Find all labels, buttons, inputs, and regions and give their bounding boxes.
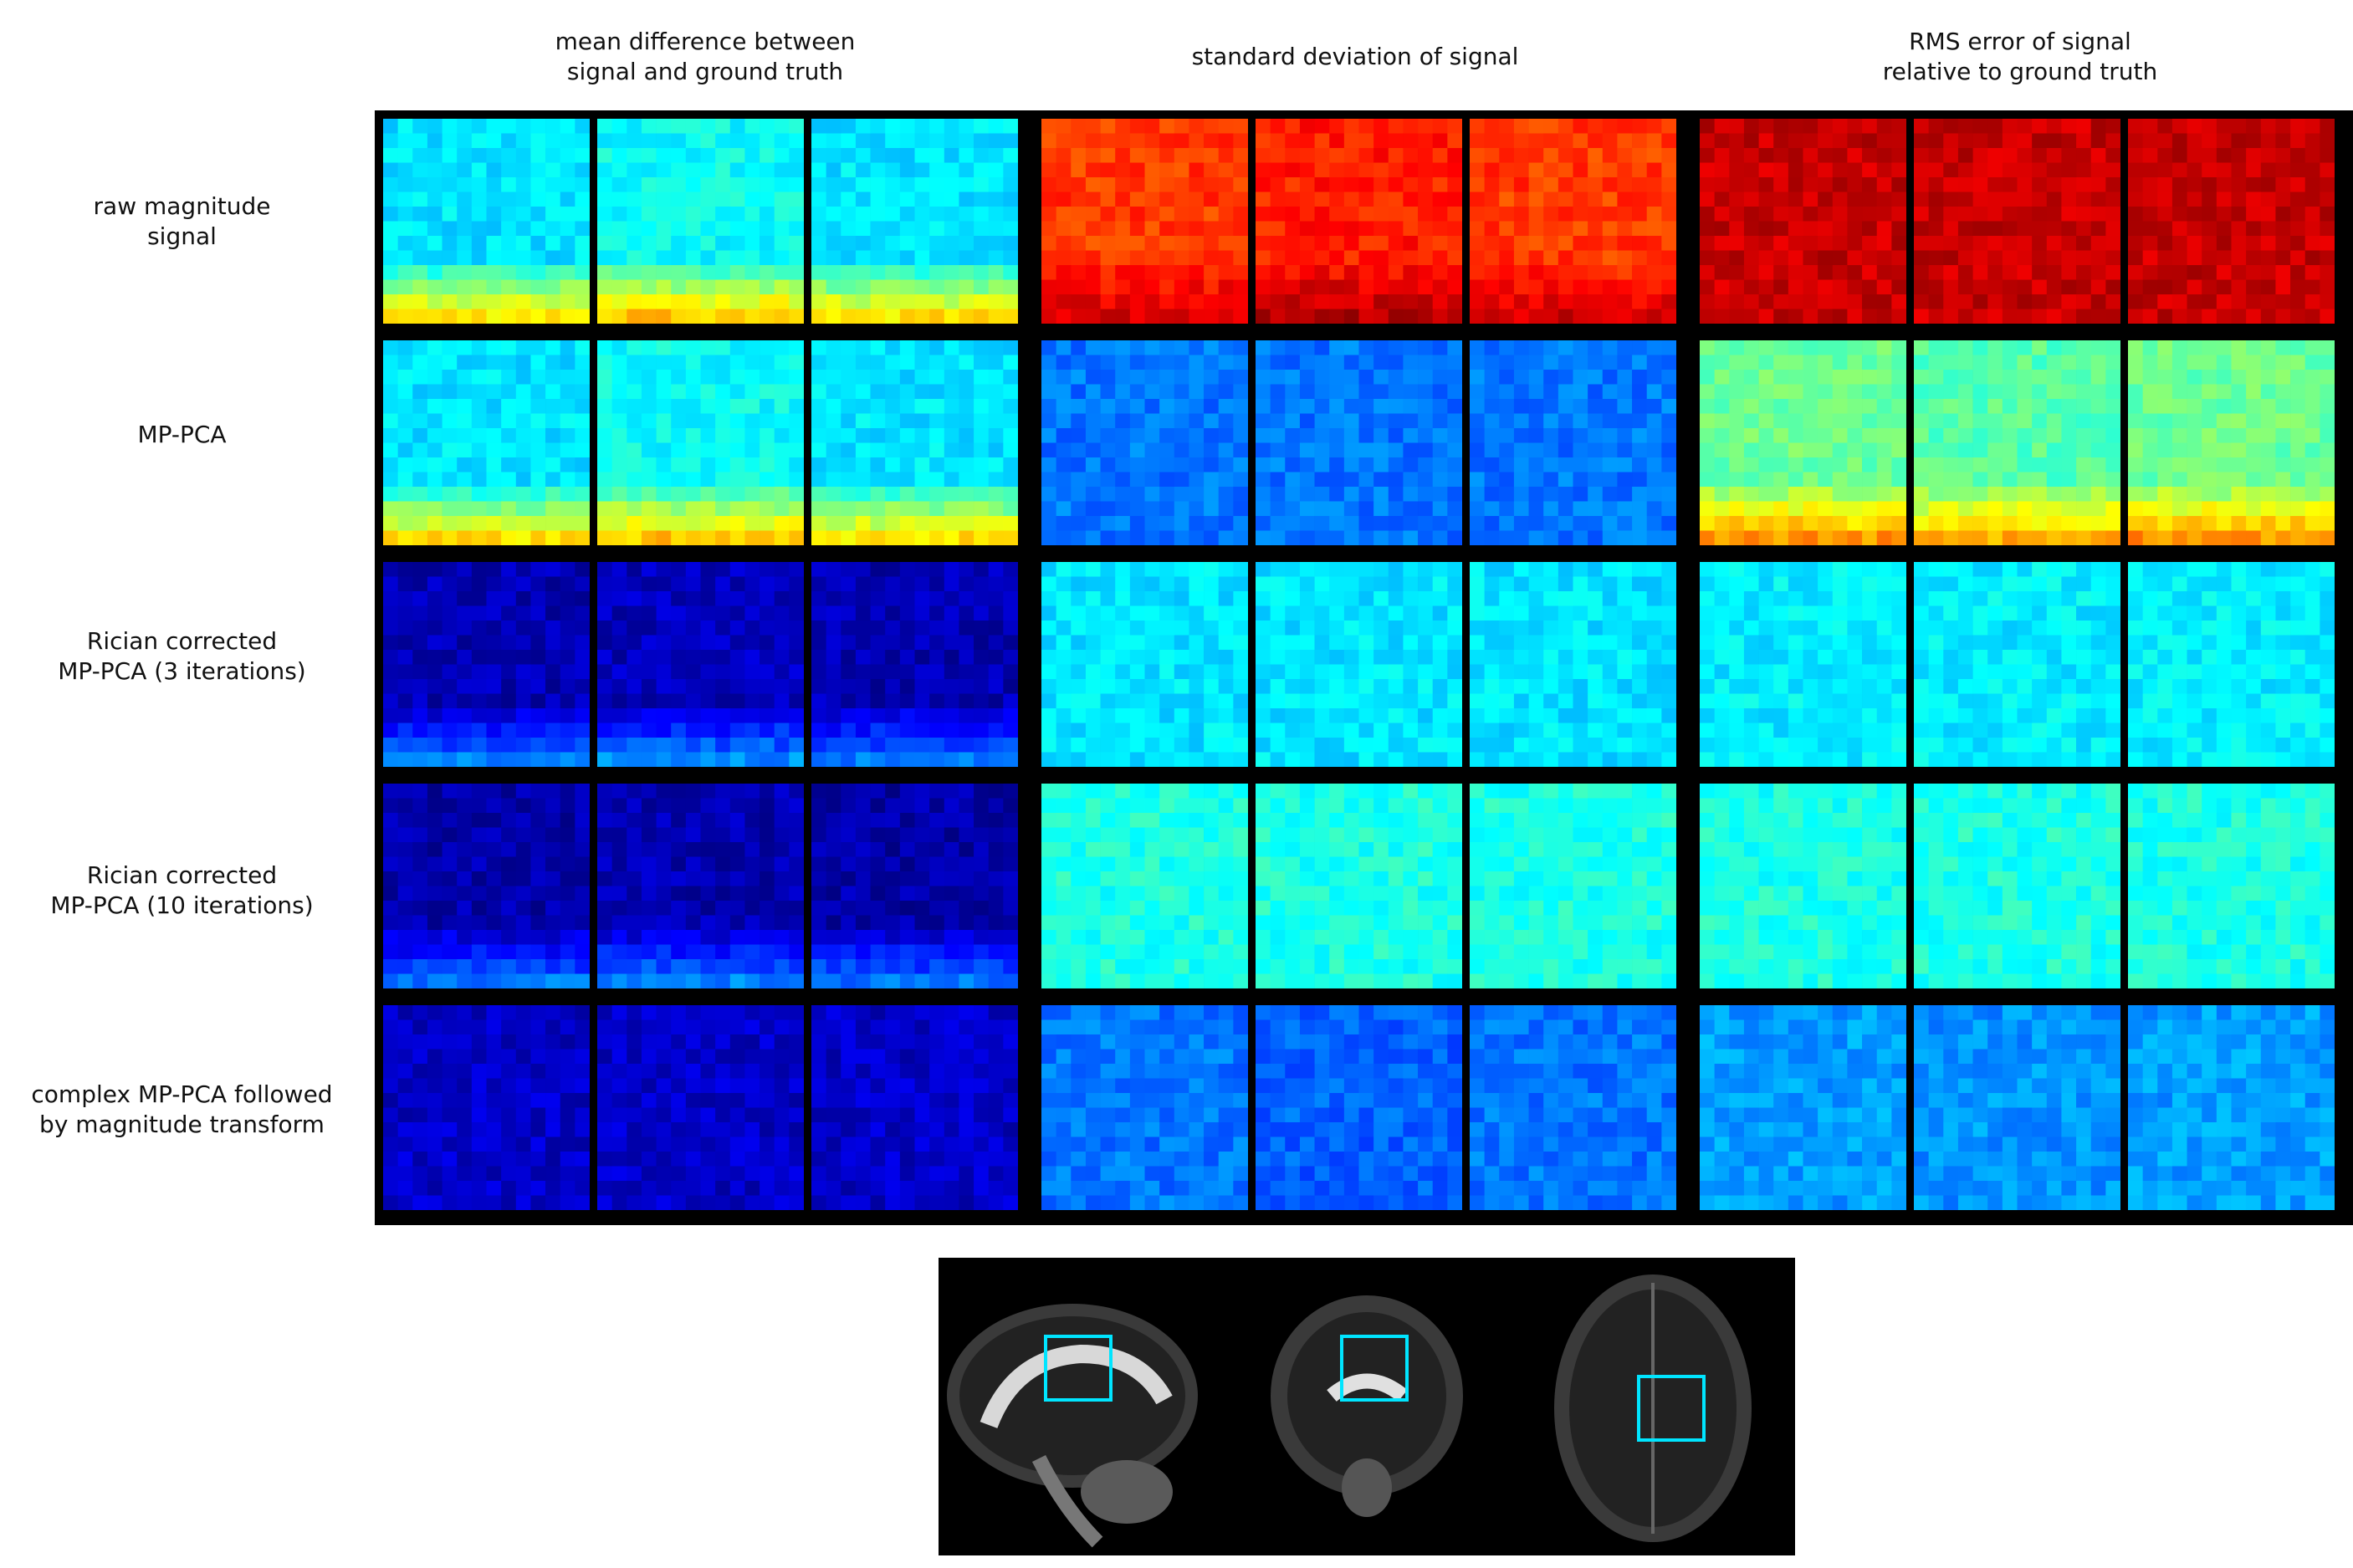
heatmap-tile [1256, 340, 1462, 545]
heatmap-tile [1914, 562, 2120, 767]
heatmap-tile [383, 119, 590, 324]
heatmap-grid [375, 110, 2353, 1225]
heatmap-tile [1914, 784, 2120, 988]
heatmap-tile [1041, 784, 1248, 988]
heatmap-tile [1470, 119, 1676, 324]
heatmap-tile [1914, 1005, 2120, 1210]
heatmap-tile [383, 1005, 590, 1210]
heatmap-tile [1700, 119, 1906, 324]
heatmap-tile [1470, 562, 1676, 767]
heatmap-tile [597, 784, 804, 988]
heatmap-tile [2128, 340, 2335, 545]
heatmap-tile [597, 119, 804, 324]
row-label-raw-magnitude: raw magnitude signal [93, 192, 271, 250]
heatmap-tile [1041, 340, 1248, 545]
col-header-mean-difference: mean difference between signal and groun… [555, 28, 856, 85]
heatmap-tile [1700, 340, 1906, 545]
row-label-rician-3: Rician corrected MP-PCA (3 iterations) [58, 627, 306, 685]
brain-locator-views [939, 1258, 1795, 1555]
axial-view [1554, 1274, 1752, 1542]
coronal-view [1271, 1295, 1463, 1517]
heatmap-tile [811, 340, 1018, 545]
heatmap-tile [1256, 562, 1462, 767]
heatmap-tile [811, 1005, 1018, 1210]
heatmap-tile [1256, 119, 1462, 324]
heatmap-tile [811, 119, 1018, 324]
heatmap-tile [1914, 340, 2120, 545]
heatmap-tile [2128, 784, 2335, 988]
heatmap-tile [811, 784, 1018, 988]
heatmap-tile [1700, 784, 1906, 988]
heatmap-tile [597, 562, 804, 767]
heatmap-tile [1041, 1005, 1248, 1210]
row-label-rician-10: Rician corrected MP-PCA (10 iterations) [50, 861, 314, 919]
heatmap-tile [1256, 784, 1462, 988]
heatmap-tile [1470, 784, 1676, 988]
heatmap-tile [2128, 1005, 2335, 1210]
heatmap-tile [2128, 562, 2335, 767]
heatmap-tile [1256, 1005, 1462, 1210]
heatmap-tile [2128, 119, 2335, 324]
col-header-standard-deviation: standard deviation of signal [1191, 43, 1519, 70]
sagittal-view [947, 1304, 1198, 1548]
heatmap-tile [1041, 119, 1248, 324]
col-header-rms-error: RMS error of signal relative to ground t… [1882, 28, 2158, 85]
heatmap-tile [1041, 562, 1248, 767]
heatmap-tile [1700, 1005, 1906, 1210]
heatmap-tile [383, 562, 590, 767]
row-label-mp-pca: MP-PCA [137, 421, 227, 448]
heatmap-tile [597, 1005, 804, 1210]
heatmap-tile [1470, 1005, 1676, 1210]
heatmap-tile [383, 784, 590, 988]
heatmap-tile [383, 340, 590, 545]
heatmap-tile [811, 562, 1018, 767]
heatmap-tile [597, 340, 804, 545]
heatmap-tile [1470, 340, 1676, 545]
heatmap-tile [1700, 562, 1906, 767]
heatmap-tile [1914, 119, 2120, 324]
row-label-complex-mp-pca: complex MP-PCA followed by magnitude tra… [31, 1080, 333, 1138]
